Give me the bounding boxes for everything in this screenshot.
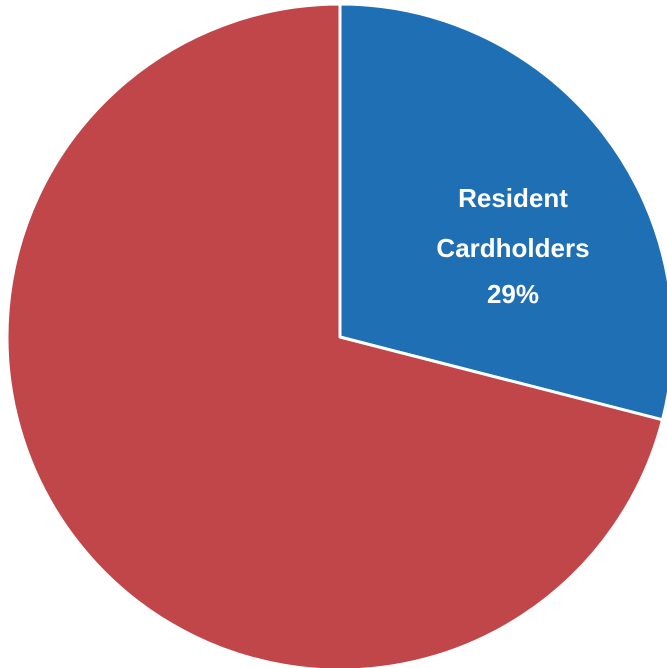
pie-slice-1 — [5, 2, 665, 668]
pie-slice-0 — [338, 2, 667, 422]
resident-label-percent: 29% — [487, 279, 539, 309]
pie-labels: Resident Cardholders 29% — [436, 183, 589, 309]
pie-slices — [5, 2, 667, 668]
resident-label-line1: Resident — [458, 183, 568, 213]
resident-label-line2: Cardholders — [436, 233, 589, 263]
